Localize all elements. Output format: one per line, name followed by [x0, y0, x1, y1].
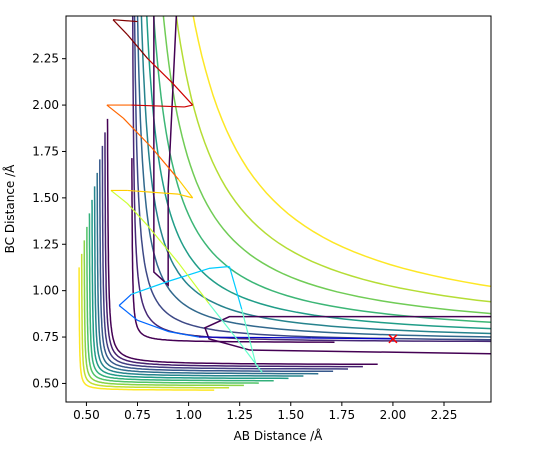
- trajectory-segment: [147, 58, 173, 84]
- y-tick-label: 2.25: [32, 52, 59, 66]
- trajectory-segment: [249, 336, 312, 339]
- y-tick-label: 0.75: [32, 330, 59, 344]
- x-tick-label: 1.25: [226, 408, 253, 422]
- trajectory-segment: [122, 117, 153, 149]
- trajectory-segment: [106, 104, 124, 119]
- contour-line: [131, 158, 335, 343]
- x-axis-ticks: 0.50 0.75 1.00 1.25 1.50 1.75 2.00 2.25: [73, 402, 457, 422]
- contour-line: [106, 118, 378, 366]
- contour-line: [175, 16, 491, 303]
- trajectory-segment: [110, 189, 128, 204]
- contour-line: [88, 213, 274, 382]
- marker-stroke: [388, 334, 398, 344]
- trajectory-segment: [167, 267, 210, 282]
- trajectory-segment: [147, 225, 179, 264]
- trajectory-segment: [151, 147, 179, 180]
- end-marker: [388, 334, 398, 344]
- contour-line: [83, 240, 244, 387]
- contour-line-inner: [153, 16, 178, 287]
- x-tick-label: 1.00: [175, 408, 202, 422]
- trajectory-segment: [241, 309, 257, 366]
- y-tick-label: 1.50: [32, 191, 59, 205]
- trajectory-path: [106, 19, 393, 373]
- contour-line: [96, 172, 319, 375]
- contour-line: [80, 253, 230, 389]
- y-axis-label: BC Distance /Å: [2, 164, 17, 254]
- contour-line: [93, 186, 304, 377]
- trajectory-segment: [112, 19, 128, 35]
- x-tick-label: 0.75: [124, 408, 151, 422]
- y-tick-label: 1.75: [32, 144, 59, 158]
- trajectory-segment: [311, 337, 393, 340]
- trajectory-segment: [168, 330, 199, 338]
- y-tick-label: 0.50: [32, 376, 59, 390]
- y-tick-label: 1.00: [32, 284, 59, 298]
- x-tick-label: 2.25: [431, 408, 458, 422]
- contour-line: [153, 16, 491, 324]
- trajectory-segment: [118, 305, 138, 321]
- trajectory-segment: [126, 34, 149, 60]
- x-tick-label: 2.00: [380, 408, 407, 422]
- trajectory-segment: [118, 293, 132, 306]
- contour-line: [136, 16, 491, 338]
- trajectory-segment: [131, 104, 185, 108]
- trajectory-segment: [127, 189, 179, 195]
- contour-line: [78, 267, 215, 391]
- trajectory-segment: [178, 193, 193, 199]
- x-tick-label: 1.75: [328, 408, 355, 422]
- contour-line: [140, 16, 491, 335]
- contour-line: [146, 16, 491, 330]
- trajectory-segment: [112, 19, 138, 23]
- contour-line: [131, 16, 491, 343]
- trajectory-segment: [228, 266, 243, 310]
- trajectory-segment: [177, 178, 194, 199]
- contour-line: [101, 145, 349, 370]
- contour-line: [91, 199, 289, 380]
- trajectory-segment: [131, 280, 169, 295]
- trajectory-segment: [137, 319, 169, 333]
- contour-line: [162, 16, 491, 315]
- y-tick-label: 2.00: [32, 98, 59, 112]
- x-axis-label: AB Distance /Å: [234, 428, 324, 443]
- plot-frame: [65, 15, 492, 403]
- trajectory-segment: [184, 104, 193, 108]
- contour-line: [99, 159, 334, 373]
- trajectory-segment: [208, 303, 241, 343]
- contour-line: [104, 132, 363, 368]
- x-tick-label: 0.50: [73, 408, 100, 422]
- trajectory-segment: [177, 262, 210, 305]
- contour-lines: [78, 16, 491, 391]
- trajectory-segment: [171, 82, 194, 106]
- x-tick-label: 1.50: [277, 408, 304, 422]
- y-tick-label: 1.25: [32, 237, 59, 251]
- contour-line-inner: [203, 315, 491, 355]
- trajectory-segment: [126, 203, 149, 227]
- trajectory-segment: [208, 265, 230, 269]
- contour-line: [192, 16, 491, 288]
- contour-line: [86, 226, 259, 384]
- y-axis-ticks: 0.50 0.75 1.00 1.25 1.50 1.75 2.00 2.25: [32, 52, 66, 390]
- trajectory-segment: [239, 342, 263, 373]
